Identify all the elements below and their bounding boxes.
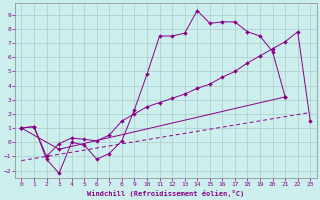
X-axis label: Windchill (Refroidissement éolien,°C): Windchill (Refroidissement éolien,°C) <box>87 190 244 197</box>
